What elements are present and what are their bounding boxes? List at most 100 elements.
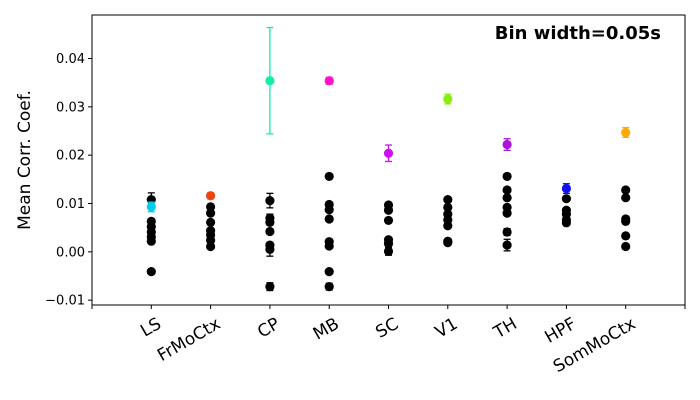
marker <box>621 185 631 195</box>
marker <box>206 217 216 227</box>
data-point-highlight <box>265 26 275 135</box>
marker <box>383 148 394 158</box>
data-point-highlight <box>443 93 453 105</box>
data-point-black <box>443 221 453 231</box>
data-point-highlight <box>383 144 394 163</box>
data-point-black <box>621 231 631 241</box>
data-point-highlight <box>621 126 631 138</box>
marker <box>502 139 512 150</box>
data-point-black <box>324 267 334 277</box>
data-point-black <box>265 282 275 292</box>
marker <box>265 196 275 206</box>
data-point-highlight <box>502 138 512 151</box>
bin-width-annotation: Bin width=0.05s <box>495 23 661 44</box>
marker <box>443 221 453 231</box>
marker <box>561 194 572 204</box>
y-tick-label: 0.01 <box>56 197 85 212</box>
data-point-black <box>621 193 631 203</box>
data-point-black <box>206 208 216 218</box>
marker <box>443 195 453 205</box>
data-point-black <box>383 246 394 256</box>
data-point-black <box>621 241 631 252</box>
data-point-black <box>206 241 216 252</box>
data-point-black <box>502 208 512 218</box>
x-tick-label: TH <box>490 314 521 343</box>
marker <box>502 185 512 195</box>
data-point-black <box>502 193 512 203</box>
marker <box>324 267 334 277</box>
marker <box>383 239 394 249</box>
data-point-black <box>383 205 394 215</box>
marker <box>502 171 512 182</box>
marker <box>146 267 156 277</box>
data-point-black <box>443 195 453 205</box>
data-point-black <box>561 194 572 204</box>
marker <box>324 171 334 182</box>
data-point-black <box>265 217 275 227</box>
marker <box>324 76 334 86</box>
data-point-highlight <box>206 191 216 201</box>
marker <box>383 215 394 226</box>
marker <box>265 226 275 237</box>
data-point-black <box>502 238 512 252</box>
x-tick-label: MB <box>310 314 343 344</box>
marker <box>324 241 334 251</box>
data-point-black <box>443 238 453 248</box>
data-point-black <box>265 241 275 257</box>
marker <box>443 202 453 212</box>
data-point-black <box>324 171 334 182</box>
data-point-black <box>206 217 216 227</box>
marker <box>265 282 275 292</box>
data-point-black <box>265 192 275 209</box>
x-tick-label: HPF <box>541 314 579 348</box>
data-point-black <box>324 241 334 251</box>
x-tick-label: CP <box>254 314 283 342</box>
marker <box>621 241 631 252</box>
marker <box>502 208 512 218</box>
y-tick-label: 0.03 <box>56 100 85 115</box>
marker <box>561 218 572 228</box>
data-point-black <box>324 205 334 215</box>
marker <box>265 244 275 255</box>
marker <box>561 183 572 194</box>
data-point-black <box>324 214 334 224</box>
y-tick-label: 0.00 <box>56 245 85 260</box>
marker <box>443 94 453 104</box>
marker <box>621 216 631 226</box>
marker <box>383 205 394 215</box>
data-point-black <box>265 226 275 237</box>
data-point-black <box>502 185 512 195</box>
data-point-black <box>383 215 394 226</box>
marker <box>146 236 156 246</box>
marker <box>621 127 631 138</box>
data-point-highlight <box>561 183 572 195</box>
marker <box>502 193 512 203</box>
data-point-black <box>561 218 572 228</box>
x-tick-label: LS <box>137 314 165 341</box>
x-tick-label: SC <box>372 314 402 343</box>
x-tick-label: V1 <box>432 314 461 343</box>
data-point-black <box>146 236 156 246</box>
marker <box>206 208 216 218</box>
data-point-highlight <box>324 76 334 86</box>
y-axis-label: Mean Corr. Coef. <box>15 90 35 230</box>
data-point-black <box>621 185 631 195</box>
data-point-black <box>383 239 394 249</box>
marker <box>383 246 394 256</box>
data-point-black <box>443 202 453 212</box>
data-point-highlight <box>146 201 156 213</box>
data-point-black <box>502 171 512 182</box>
marker <box>146 202 156 212</box>
y-tick-label: 0.04 <box>56 52 85 67</box>
marker <box>621 193 631 203</box>
marker <box>443 238 453 248</box>
marker <box>324 205 334 215</box>
marker <box>324 214 334 224</box>
marker <box>265 217 275 227</box>
y-axis: −0.01 0.00 0.01 0.02 0.03 0.04 <box>45 52 92 309</box>
marker <box>324 282 334 292</box>
marker <box>265 76 275 86</box>
data-point-black <box>324 282 334 292</box>
